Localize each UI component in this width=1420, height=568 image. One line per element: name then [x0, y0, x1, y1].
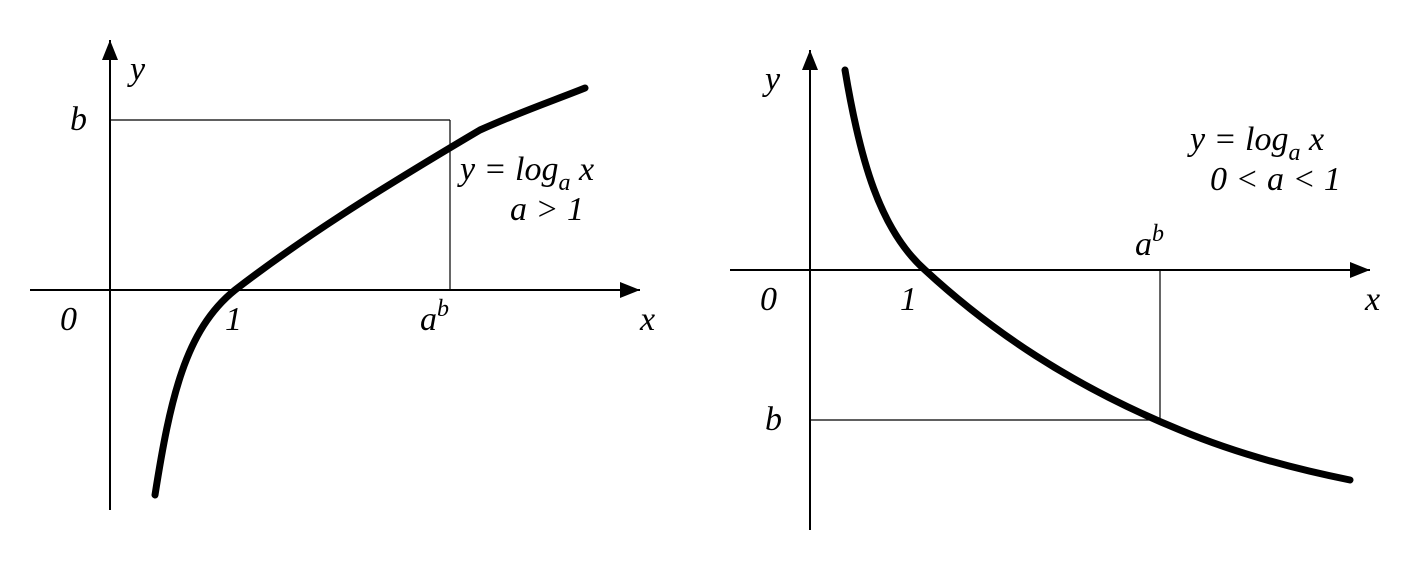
condition-label: 0 < a < 1 [1210, 161, 1341, 198]
equation-label: y = loga x [1187, 121, 1324, 166]
figure-container: y x 0 1 b ab y = loga x a > 1 [0, 0, 1420, 568]
x-mark-ab: ab [420, 296, 449, 338]
x-axis-label: x [1364, 281, 1380, 318]
x-axis-label: x [639, 301, 655, 338]
y-axis-arrow [102, 40, 118, 60]
x-intercept-label: 1 [225, 301, 242, 338]
origin-label: 0 [60, 301, 77, 338]
plot-right: y x 0 1 b ab y = loga x 0 < a < 1 [710, 0, 1420, 568]
y-mark-b: b [70, 101, 87, 138]
plot-left: y x 0 1 b ab y = loga x a > 1 [0, 0, 710, 568]
y-axis-label: y [762, 61, 781, 98]
y-mark-b: b [765, 401, 782, 438]
panel-right: y x 0 1 b ab y = loga x 0 < a < 1 [710, 0, 1420, 568]
log-curve [155, 88, 585, 495]
x-axis-arrow [620, 282, 640, 298]
x-mark-ab: ab [1135, 221, 1164, 263]
y-axis-label: y [127, 51, 146, 88]
panel-left: y x 0 1 b ab y = loga x a > 1 [0, 0, 710, 568]
y-axis-arrow [802, 50, 818, 70]
x-intercept-label: 1 [900, 281, 917, 318]
x-axis-arrow [1350, 262, 1370, 278]
origin-label: 0 [760, 281, 777, 318]
condition-label: a > 1 [510, 191, 584, 228]
equation-label: y = loga x [457, 151, 594, 196]
